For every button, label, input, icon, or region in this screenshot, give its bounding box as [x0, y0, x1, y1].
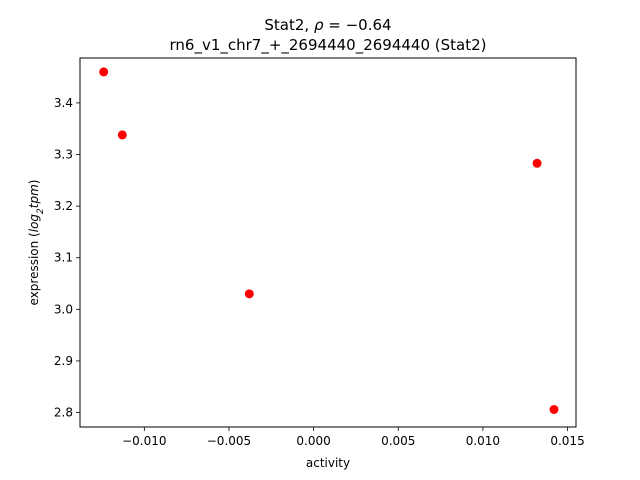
y-tick-label: 3.4 — [54, 96, 73, 110]
x-tick-label: −0.010 — [122, 434, 166, 448]
x-tick-label: 0.015 — [550, 434, 584, 448]
y-tick-label: 2.9 — [54, 354, 73, 368]
x-tick-label: −0.005 — [207, 434, 251, 448]
scatter-point — [244, 289, 254, 299]
chart-title: Stat2, ρ = −0.64 — [264, 16, 391, 34]
scatter-point — [117, 130, 127, 140]
y-axis-label: expression (log2tpm) — [27, 180, 46, 306]
x-tick-label: 0.000 — [296, 434, 330, 448]
x-tick-label: 0.005 — [381, 434, 415, 448]
y-tick-label: 3.3 — [54, 148, 73, 162]
x-axis-label: activity — [306, 456, 350, 470]
x-tick-label: 0.010 — [466, 434, 500, 448]
axis-ticks: −0.010 −0.005 0.000 0.005 0.010 0.015 2.8 2.9 3.… — [54, 96, 585, 448]
y-tick-label: 3.0 — [54, 302, 73, 316]
y-tick-label: 2.8 — [54, 406, 73, 420]
scatter-point — [532, 158, 542, 168]
scatter-point — [99, 67, 109, 77]
y-tick-label: 3.2 — [54, 199, 73, 213]
scatter-point — [549, 404, 559, 414]
y-tick-label: 3.1 — [54, 251, 73, 265]
plot-area — [79, 57, 577, 428]
data-points — [99, 67, 559, 414]
chart-subtitle: rn6_v1_chr7_+_2694440_2694440 (Stat2) — [169, 36, 486, 55]
